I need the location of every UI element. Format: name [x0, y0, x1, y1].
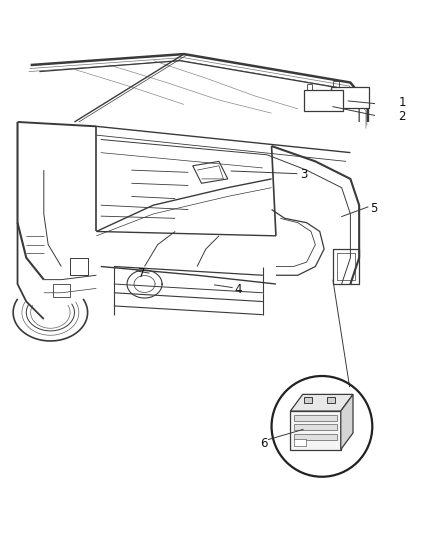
Text: 7: 7 [138, 266, 145, 280]
Polygon shape [290, 394, 353, 411]
Text: 2: 2 [399, 110, 406, 123]
Polygon shape [304, 397, 312, 403]
Text: 6: 6 [261, 438, 268, 450]
Polygon shape [341, 394, 353, 449]
FancyBboxPatch shape [331, 87, 369, 108]
FancyBboxPatch shape [294, 434, 337, 440]
Polygon shape [327, 397, 335, 403]
FancyBboxPatch shape [294, 415, 337, 421]
FancyBboxPatch shape [294, 439, 306, 446]
FancyBboxPatch shape [304, 90, 343, 111]
Text: 5: 5 [370, 202, 378, 215]
Text: 1: 1 [399, 96, 406, 109]
Text: 4: 4 [234, 283, 242, 296]
FancyBboxPatch shape [294, 424, 337, 430]
FancyBboxPatch shape [290, 411, 341, 449]
Text: 3: 3 [300, 168, 307, 181]
